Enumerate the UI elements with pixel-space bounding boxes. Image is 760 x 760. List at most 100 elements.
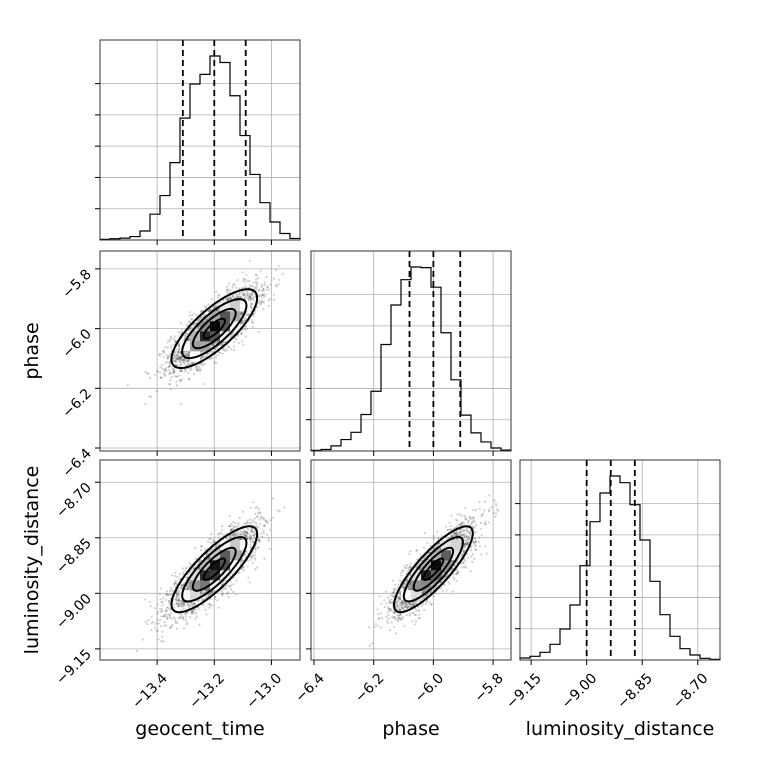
sample-point	[207, 310, 210, 313]
sample-point	[260, 296, 263, 299]
sample-point	[241, 271, 244, 274]
density-cell	[180, 341, 191, 352]
sample-point	[224, 586, 227, 589]
sample-point	[181, 360, 185, 363]
sample-point	[175, 354, 178, 357]
sample-point	[178, 356, 181, 360]
sample-point	[272, 293, 275, 297]
sample-point	[212, 305, 215, 308]
sample-point	[249, 295, 252, 299]
sample-point	[210, 351, 214, 354]
sample-point	[291, 245, 293, 247]
sample-point	[188, 314, 191, 317]
sample-point	[168, 626, 172, 629]
sample-point	[248, 284, 252, 287]
sample-point	[228, 291, 231, 294]
sample-point	[163, 373, 166, 376]
sample-point	[243, 328, 247, 331]
sample-point	[232, 534, 235, 537]
sample-point	[177, 352, 180, 356]
contour-level-4	[170, 288, 259, 369]
sample-point	[241, 533, 244, 536]
sample-point	[169, 608, 172, 611]
sample-point	[156, 370, 160, 373]
sample-point	[230, 348, 233, 351]
sample-point	[246, 313, 249, 316]
sample-point	[184, 567, 187, 570]
sample-point	[251, 534, 255, 537]
sample-point	[229, 528, 232, 532]
sample-point	[197, 561, 201, 564]
sample-point	[180, 370, 183, 373]
sample-point	[274, 269, 277, 272]
sample-point	[259, 269, 262, 273]
sample-point	[199, 549, 203, 552]
sample-point	[196, 313, 199, 317]
sample-point	[194, 322, 198, 325]
sample-point	[166, 357, 169, 360]
sample-point	[196, 326, 199, 329]
sample-point	[197, 367, 200, 370]
sample-point	[244, 534, 247, 537]
density-cell	[210, 331, 221, 342]
sample-point	[175, 360, 178, 364]
sample-point	[238, 538, 242, 541]
sample-point	[162, 640, 165, 643]
sample-point	[240, 287, 244, 290]
sample-point	[207, 317, 210, 320]
sample-point	[178, 360, 182, 364]
sample-point	[244, 325, 248, 328]
sample-point	[241, 319, 244, 322]
sample-point	[216, 599, 219, 602]
sample-point	[177, 331, 180, 334]
sample-point	[189, 604, 193, 607]
histogram-panel-phase	[306, 250, 512, 456]
sample-point	[262, 517, 265, 520]
sample-point	[283, 506, 286, 509]
sample-point	[233, 341, 236, 344]
sample-point	[173, 582, 176, 585]
sample-point	[178, 346, 181, 349]
sample-point	[214, 356, 218, 359]
histogram-panel-luminosity_distance: −9.15 −9.00 −8.85 −8.70	[503, 459, 721, 712]
sample-point	[191, 610, 195, 613]
sample-point	[242, 343, 245, 346]
sample-point	[260, 289, 264, 292]
sample-point	[193, 611, 196, 614]
sample-point	[164, 346, 167, 349]
sample-point	[197, 318, 200, 321]
sample-point	[167, 356, 170, 360]
sample-point	[164, 374, 167, 377]
sample-point	[163, 620, 166, 624]
sample-point	[194, 603, 197, 606]
sample-point	[214, 545, 218, 548]
sample-point	[241, 312, 244, 316]
sample-point	[170, 346, 173, 350]
sample-point	[163, 369, 166, 372]
sample-point	[256, 276, 260, 279]
sample-point	[246, 565, 249, 568]
sample-point	[176, 364, 179, 367]
sample-point	[178, 374, 181, 377]
sample-point	[256, 281, 259, 285]
sample-point	[175, 599, 178, 602]
sample-point	[249, 538, 252, 541]
sample-point	[246, 293, 249, 296]
sample-point	[216, 346, 219, 349]
sample-point	[186, 339, 190, 342]
sample-point	[169, 352, 172, 356]
sample-point	[244, 278, 247, 281]
sample-point	[191, 318, 194, 321]
sample-point	[180, 615, 183, 618]
sample-point	[257, 538, 260, 541]
sample-point	[231, 533, 234, 537]
sample-point	[258, 539, 261, 542]
sample-point	[176, 593, 179, 597]
sample-point	[178, 599, 181, 602]
sample-point	[169, 586, 172, 589]
sample-point	[189, 601, 192, 605]
sample-point	[207, 303, 210, 306]
sample-point	[256, 506, 259, 509]
sample-point	[215, 340, 218, 344]
sample-point	[171, 574, 174, 577]
